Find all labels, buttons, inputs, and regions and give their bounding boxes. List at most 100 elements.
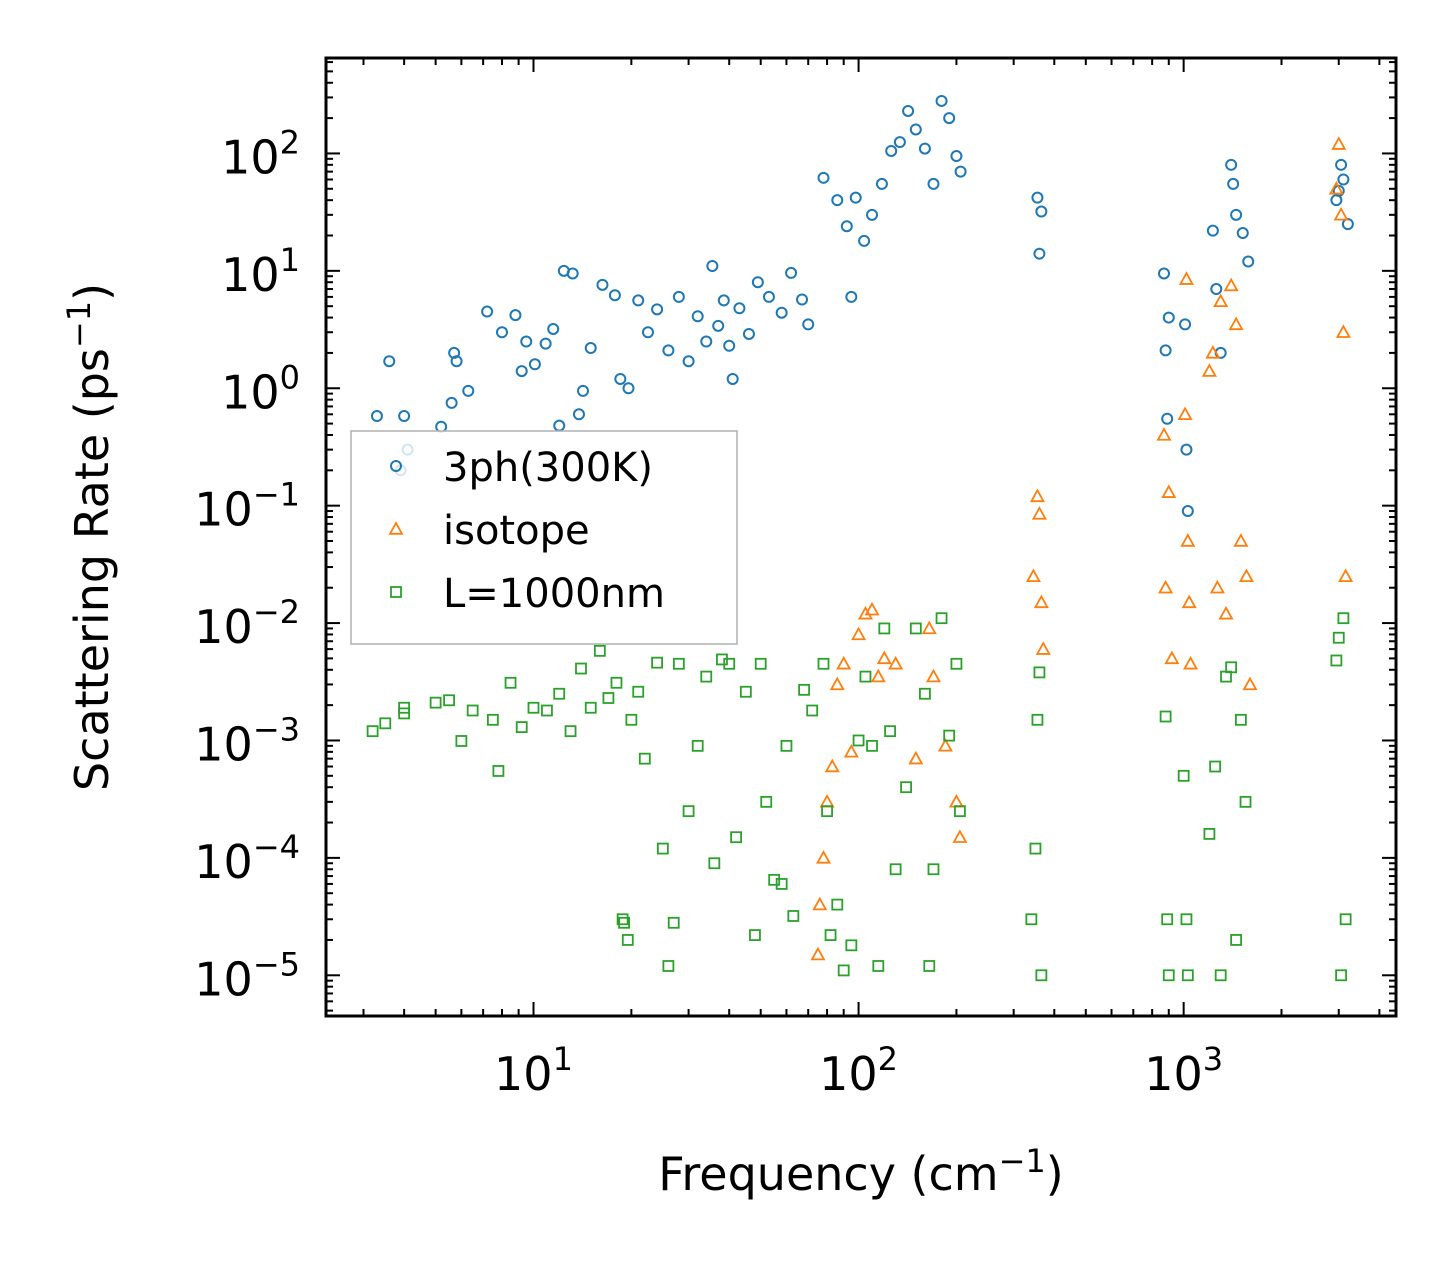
data-point xyxy=(1331,136,1347,150)
data-point xyxy=(935,94,948,107)
data-point xyxy=(520,335,533,348)
data-point xyxy=(708,857,721,870)
data-point xyxy=(802,318,815,331)
data-point xyxy=(625,713,638,726)
data-point xyxy=(845,939,858,952)
data-point xyxy=(1338,568,1354,583)
data-point xyxy=(878,622,891,635)
legend-label: L=1000nm xyxy=(443,571,665,617)
data-point xyxy=(602,692,615,704)
y-axis-label: Scattering Rate (ps−1) xyxy=(60,283,119,791)
data-point xyxy=(1033,247,1046,260)
data-point xyxy=(1242,676,1258,691)
series-triangle-points xyxy=(810,136,1354,961)
data-point xyxy=(700,670,713,683)
data-point xyxy=(885,144,898,157)
data-point xyxy=(785,266,798,279)
data-point xyxy=(547,322,560,335)
data-point xyxy=(1031,506,1047,520)
data-point xyxy=(1035,641,1051,655)
data-point xyxy=(1181,505,1194,518)
legend-marker xyxy=(390,460,402,472)
data-point xyxy=(651,303,664,316)
data-point xyxy=(632,294,645,307)
y-tick-label: 10−3 xyxy=(194,710,300,771)
data-point xyxy=(810,946,826,961)
data-point xyxy=(1210,283,1223,296)
data-point xyxy=(1341,218,1354,231)
data-point xyxy=(553,687,566,700)
data-point xyxy=(1230,934,1243,946)
data-point xyxy=(909,622,922,635)
series-square-points xyxy=(366,612,1352,982)
data-point xyxy=(1335,158,1348,171)
data-point xyxy=(576,384,589,397)
data-point xyxy=(656,842,669,855)
data-point xyxy=(787,910,800,922)
data-point xyxy=(1203,828,1216,840)
data-point xyxy=(1161,412,1174,425)
data-point xyxy=(843,743,859,758)
data-point xyxy=(824,929,837,941)
legend-label: isotope xyxy=(443,508,590,554)
y-tick-label: 10−4 xyxy=(194,828,300,889)
data-point xyxy=(1337,173,1350,186)
data-point xyxy=(1209,760,1222,773)
data-point xyxy=(712,319,725,332)
data-point xyxy=(662,960,675,972)
data-point xyxy=(1025,913,1038,926)
data-point xyxy=(817,657,830,670)
data-point xyxy=(564,725,577,738)
data-point xyxy=(937,737,953,752)
data-point xyxy=(950,657,963,670)
data-point xyxy=(831,194,844,207)
data-point xyxy=(1328,180,1344,195)
data-point xyxy=(370,410,383,423)
data-point xyxy=(610,676,623,689)
data-point xyxy=(817,171,830,184)
data-point xyxy=(672,290,685,303)
data-point xyxy=(667,916,680,929)
data-point xyxy=(927,863,940,876)
data-point xyxy=(760,795,773,808)
data-point xyxy=(1236,227,1249,240)
data-point xyxy=(379,717,392,730)
data-point xyxy=(775,878,788,890)
data-point xyxy=(925,668,942,683)
data-point xyxy=(429,696,442,709)
data-point xyxy=(584,701,597,714)
data-point xyxy=(527,701,540,714)
data-point xyxy=(443,694,455,707)
data-point xyxy=(1162,969,1175,982)
data-point xyxy=(733,302,746,315)
data-point xyxy=(1156,427,1172,441)
data-point xyxy=(682,805,695,818)
data-point xyxy=(1209,579,1225,594)
data-point xyxy=(1239,795,1252,808)
data-point xyxy=(730,831,742,844)
data-point xyxy=(780,739,793,752)
data-point xyxy=(1180,533,1196,547)
data-point xyxy=(717,294,730,307)
data-point xyxy=(366,725,379,738)
y-tick-labels: 10−5 10−4 10−3 10−2 10−1 100 101 102 xyxy=(194,123,300,1006)
data-point xyxy=(1161,913,1174,926)
data-point xyxy=(1335,324,1351,338)
legend: 3ph(300K) isotope L=1000nm xyxy=(350,430,738,645)
data-point xyxy=(857,605,873,620)
data-point xyxy=(1234,713,1247,726)
data-point xyxy=(872,960,885,972)
data-point xyxy=(927,177,940,190)
data-point xyxy=(851,626,867,641)
data-point xyxy=(943,729,956,742)
data-point xyxy=(515,365,528,378)
data-point xyxy=(902,104,915,117)
data-point xyxy=(539,337,552,350)
data-point xyxy=(751,276,764,289)
data-point xyxy=(1029,488,1045,503)
data-point xyxy=(864,601,880,616)
y-tick-label: 10−2 xyxy=(194,593,300,654)
data-point xyxy=(1158,579,1174,594)
data-point xyxy=(1159,344,1172,357)
x-tick-labels: 101 102 103 xyxy=(494,1040,1223,1101)
